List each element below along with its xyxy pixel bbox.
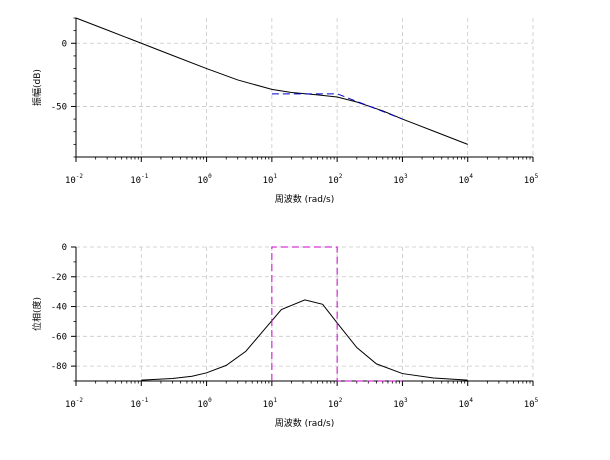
x-tick-label: 100 [197, 397, 212, 410]
y-tick-label: -40 [51, 303, 67, 313]
x-tick-label: 104 [458, 173, 473, 186]
series-line-2 [271, 246, 403, 382]
x-tick-label: 10-2 [65, 173, 83, 186]
x-tick-label: 101 [263, 397, 278, 410]
x-axis-title: 周波数 (rad/s) [275, 417, 335, 429]
x-tick-label: 105 [524, 397, 539, 410]
x-tick-label: 100 [197, 173, 212, 186]
series-line-2 [271, 93, 403, 120]
x-tick-label: 103 [393, 173, 408, 186]
y-tick-label: 0 [62, 39, 67, 49]
panel-2: 0 -20 -40 -60 -80 10-2 10-1 100 101 102 103 104 105 周… [31, 243, 539, 429]
panel-1: 0 -50 10-2 10-1 100 101 102 103 104 105 周波数 (rad/s… [31, 17, 539, 205]
x-tick-label: 103 [393, 397, 408, 410]
y-tick-label: -20 [51, 273, 67, 283]
x-tick-label: 10-1 [130, 173, 148, 186]
x-tick-label: 104 [458, 397, 473, 410]
x-tick-label: 10-2 [65, 397, 83, 410]
x-tick-label: 102 [328, 173, 343, 186]
series-line-1 [141, 299, 468, 381]
x-axis-title: 周波数 (rad/s) [275, 193, 335, 205]
y-tick-label: 0 [62, 243, 67, 253]
y-tick-label: -50 [51, 102, 67, 112]
x-tick-label: 101 [263, 173, 278, 186]
y-tick-label: -60 [51, 332, 67, 342]
x-tick-label: 105 [524, 173, 539, 186]
series-line-1 [75, 17, 468, 145]
y-tick-label: -80 [51, 362, 67, 372]
y-axis-title: 振幅(dB) [31, 69, 43, 106]
x-tick-label: 10-1 [130, 397, 148, 410]
y-axis-title: 位相(度) [31, 297, 43, 331]
x-tick-label: 102 [328, 397, 343, 410]
